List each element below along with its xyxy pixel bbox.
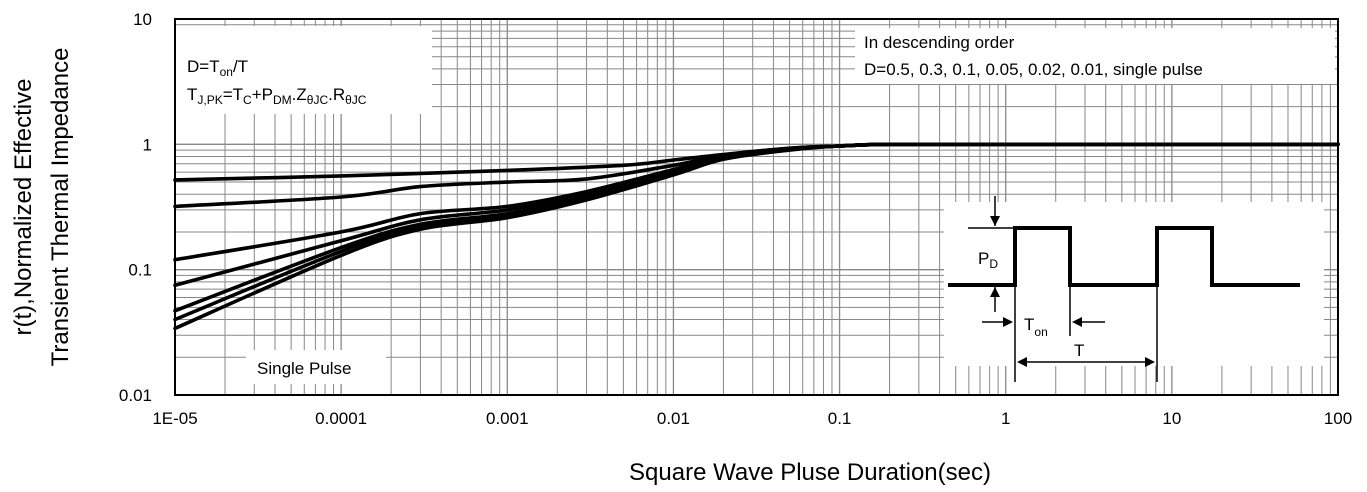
y-tick-label: 0.01 <box>119 386 152 405</box>
x-tick-label: 0.0001 <box>315 409 367 428</box>
ton-arrowhead-right <box>1072 317 1082 327</box>
pulse-waveform <box>948 226 1300 287</box>
x-tick-label: 1E-05 <box>152 409 197 428</box>
single-pulse-label: Single Pulse <box>257 359 352 378</box>
y-axis-label-line1: r(t),Normalized Effective <box>10 79 37 336</box>
ton-arrowhead-left <box>1003 317 1013 327</box>
label-backgrounds <box>176 26 1335 384</box>
y-tick-label: 10 <box>133 10 152 29</box>
order-note-line2: D=0.5, 0.3, 0.1, 0.05, 0.02, 0.01, singl… <box>864 60 1203 79</box>
duty-cycle-formula: D=Ton/T <box>187 57 248 79</box>
x-tick-label: 100 <box>1324 409 1352 428</box>
pd-label: PD <box>978 249 998 271</box>
pd-arrowhead-top <box>990 216 1000 226</box>
tick-labels: 1E-05 0.0001 0.001 0.01 0.1 1 10 100 0.01 0.1 1 10 <box>119 10 1352 428</box>
plot-frame <box>174 18 1339 396</box>
period-arrowhead-left <box>1017 357 1027 367</box>
y-tick-label: 1 <box>143 135 152 154</box>
x-tick-label: 1 <box>1001 409 1010 428</box>
x-tick-label: 0.001 <box>486 409 529 428</box>
x-tick-label: 0.01 <box>657 409 690 428</box>
pd-arrowhead-bottom <box>990 287 1000 297</box>
period-label: T <box>1074 341 1084 360</box>
x-tick-label: 10 <box>1162 409 1181 428</box>
ton-label: Ton <box>1024 315 1048 339</box>
period-arrowhead-right <box>1145 357 1155 367</box>
series-line-6 <box>173 142 1340 331</box>
x-tick-label: 0.1 <box>828 409 852 428</box>
y-tick-label: 0.1 <box>128 261 152 280</box>
junction-temp-formula: TJ,PK=TC+PDM.ZθJC.RθJC <box>187 85 367 107</box>
y-axis-label-line2: Transient Thermal Impedance <box>47 48 74 367</box>
curve-group <box>173 142 1340 331</box>
pulse-waveform-inset <box>948 196 1300 382</box>
x-axis-label: Square Wave Pluse Duration(sec) <box>629 459 991 486</box>
order-note-line1: In descending order <box>864 33 1015 52</box>
